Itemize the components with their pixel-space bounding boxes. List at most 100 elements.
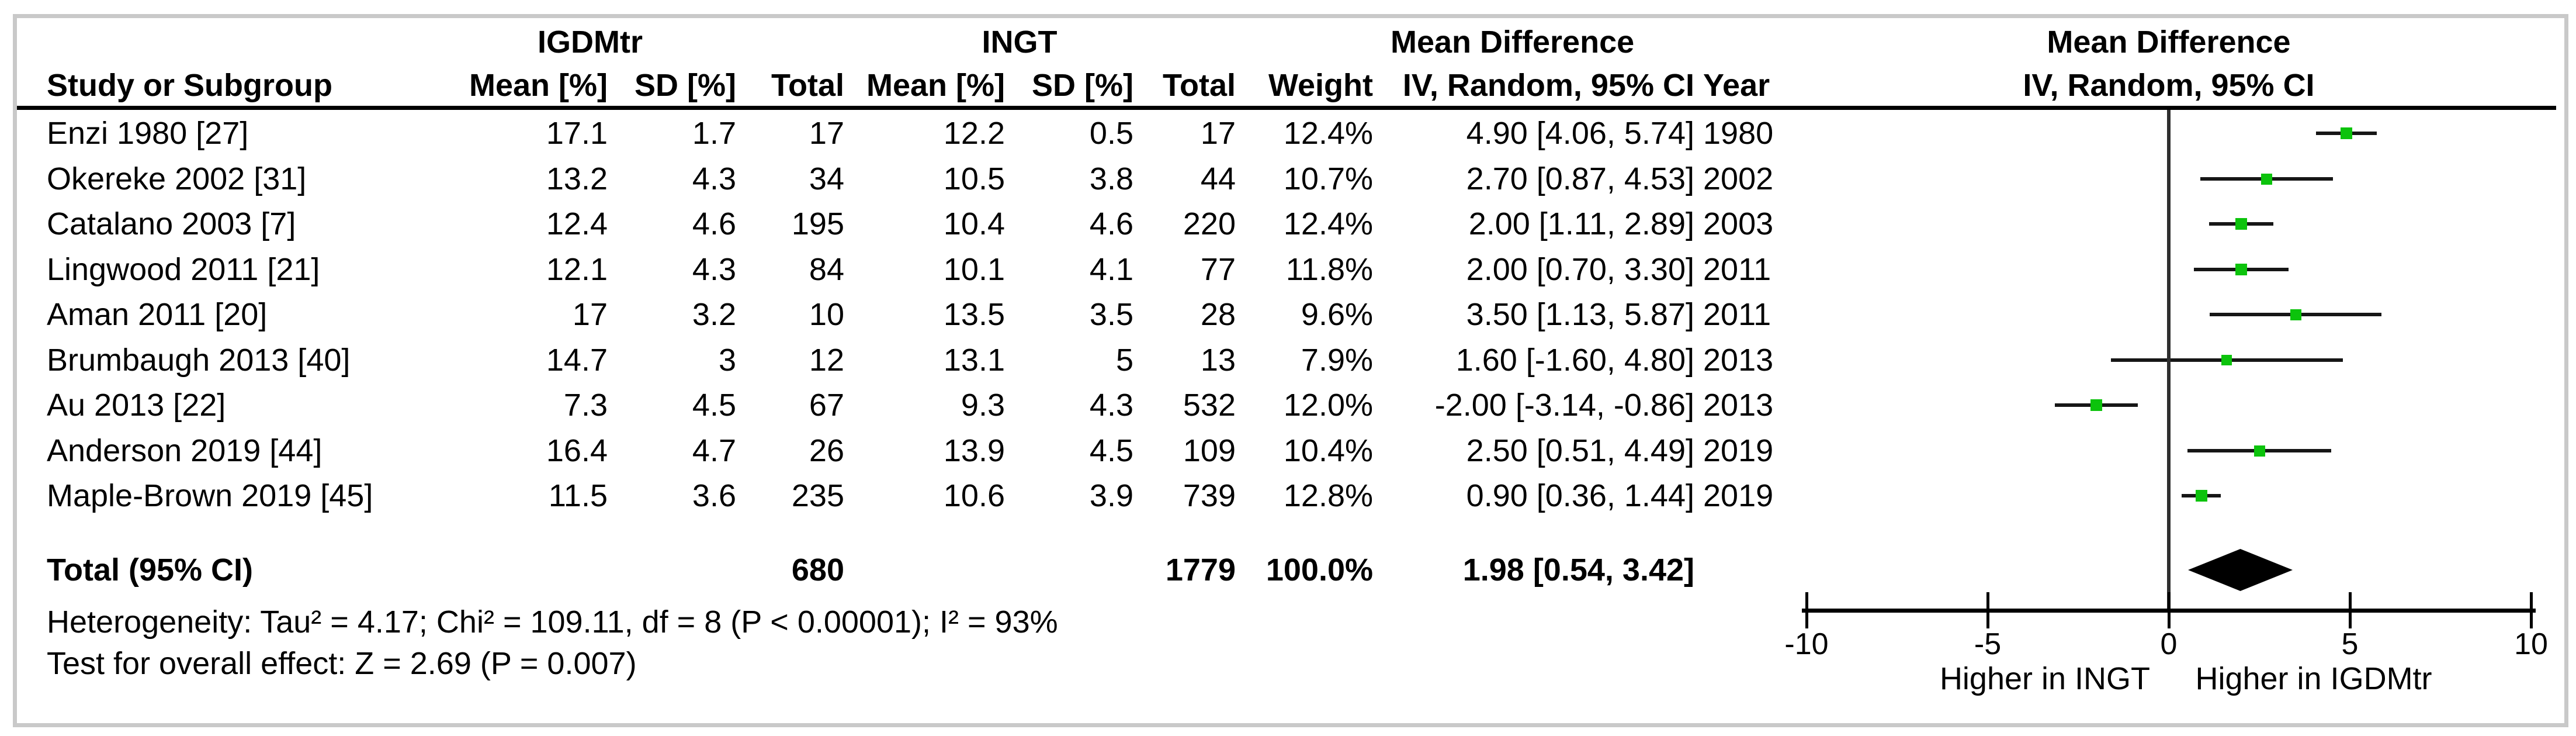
col-header-weight: Weight (1268, 68, 1373, 103)
ci-value: 2.50 [0.51, 4.49] (1466, 433, 1694, 468)
n-control: 28 (1200, 297, 1236, 332)
axis-tick-label: 10 (2514, 627, 2548, 661)
mean-control: 10.1 (943, 252, 1005, 287)
axis-tick-label: 5 (2341, 627, 2359, 661)
col-header-study: Study or Subgroup (47, 68, 332, 103)
n-experimental: 67 (809, 388, 844, 423)
heterogeneity-stats: Heterogeneity: Tau² = 4.17; Chi² = 109.1… (47, 604, 1058, 640)
weight-value: 9.6% (1301, 297, 1373, 332)
sd-experimental: 4.5 (692, 388, 736, 423)
axis-tick (1986, 592, 1989, 628)
effect-header-plot-column: Mean Difference (2047, 25, 2291, 60)
ci-value: 0.90 [0.36, 1.44] (1466, 478, 1694, 513)
mean-experimental: 17.1 (546, 116, 608, 151)
weight-value: 10.4% (1283, 433, 1373, 468)
sd-control: 0.5 (1089, 116, 1133, 151)
total-n-control: 1779 (1165, 552, 1236, 588)
study-name: Aman 2011 [20] (47, 297, 268, 332)
n-control: 77 (1200, 252, 1236, 287)
sd-experimental: 3.2 (692, 297, 736, 332)
year-value: 2019 (1703, 478, 1774, 513)
total-n-experimental: 680 (791, 552, 844, 588)
col-header-sd1: SD [%] (635, 68, 736, 103)
axis-tick (2349, 592, 2352, 628)
col-header-year: Year (1703, 68, 1770, 103)
year-value: 2011 (1703, 252, 1771, 287)
weight-value: 7.9% (1301, 343, 1373, 378)
point-estimate-marker (2235, 218, 2247, 230)
mean-experimental: 14.7 (546, 343, 608, 378)
ci-value: 2.00 [1.11, 2.89] (1468, 206, 1694, 241)
weight-value: 12.4% (1283, 116, 1373, 151)
year-value: 2002 (1703, 161, 1774, 196)
mean-control: 13.5 (943, 297, 1005, 332)
point-estimate-marker (2221, 355, 2232, 365)
sd-control: 3.5 (1089, 297, 1133, 332)
study-name: Okereke 2002 [31] (47, 161, 307, 196)
study-name: Au 2013 [22] (47, 388, 226, 423)
header-separator-line (17, 106, 2556, 110)
axis-direction-label-right: Higher in IGDMtr (2195, 661, 2432, 696)
total-ci-text: 1.98 [0.54, 3.42] (1462, 552, 1694, 588)
mean-experimental: 12.1 (546, 252, 608, 287)
mean-experimental: 7.3 (563, 388, 608, 423)
point-estimate-marker (2341, 127, 2352, 139)
sd-control: 3.9 (1089, 478, 1133, 513)
col-header-ci-text: IV, Random, 95% CI (1402, 68, 1694, 103)
group-header-ingt: INGT (982, 25, 1058, 60)
mean-experimental: 11.5 (548, 478, 608, 513)
mean-control: 13.1 (943, 343, 1005, 378)
year-value: 2003 (1703, 206, 1774, 241)
year-value: 2013 (1703, 388, 1774, 423)
ci-value: 4.90 [4.06, 5.74] (1466, 116, 1694, 151)
effect-header-text-column: Mean Difference (1391, 25, 1635, 60)
col-header-total1: Total (771, 68, 844, 103)
n-experimental: 17 (809, 116, 844, 151)
sd-control: 4.6 (1089, 206, 1133, 241)
sd-experimental: 4.7 (692, 433, 736, 468)
mean-experimental: 17 (572, 297, 608, 332)
col-header-sd2: SD [%] (1032, 68, 1133, 103)
mean-experimental: 12.4 (546, 206, 608, 241)
axis-tick (2168, 592, 2171, 628)
sd-experimental: 4.3 (692, 161, 736, 196)
axis-tick-label: -10 (1784, 627, 1829, 661)
sd-control: 4.5 (1089, 433, 1133, 468)
n-control: 109 (1183, 433, 1236, 468)
weight-value: 10.7% (1283, 161, 1373, 196)
sd-control: 3.8 (1089, 161, 1133, 196)
study-name: Anderson 2019 [44] (47, 433, 323, 468)
point-estimate-marker (2290, 309, 2301, 320)
total-label: Total (95% CI) (47, 552, 254, 588)
n-experimental: 12 (809, 343, 844, 378)
point-estimate-marker (2090, 399, 2102, 411)
n-control: 220 (1183, 206, 1236, 241)
overall-effect-stats: Test for overall effect: Z = 2.69 (P = 0… (47, 646, 637, 681)
n-control: 532 (1183, 388, 1236, 423)
study-name: Lingwood 2011 [21] (47, 252, 320, 287)
n-control: 17 (1200, 116, 1236, 151)
point-estimate-marker (2235, 264, 2247, 275)
n-control: 44 (1200, 161, 1236, 196)
n-experimental: 10 (809, 297, 844, 332)
weight-value: 12.4% (1283, 206, 1373, 241)
axis-tick (2530, 592, 2533, 628)
year-value: 2019 (1703, 433, 1774, 468)
mean-control: 12.2 (943, 116, 1005, 151)
year-value: 2011 (1703, 297, 1771, 332)
mean-experimental: 16.4 (546, 433, 608, 468)
col-header-mean2: Mean [%] (866, 68, 1005, 103)
year-value: 2013 (1703, 343, 1774, 378)
study-name: Brumbaugh 2013 [40] (47, 343, 351, 378)
figure-frame (13, 14, 2568, 727)
axis-tick-label: 0 (2160, 627, 2178, 661)
mean-experimental: 13.2 (546, 161, 608, 196)
mean-control: 10.4 (943, 206, 1005, 241)
point-estimate-marker (2196, 490, 2207, 502)
sd-experimental: 4.3 (692, 252, 736, 287)
n-control: 13 (1200, 343, 1236, 378)
method-header-plot-column: IV, Random, 95% CI (2023, 68, 2315, 103)
axis-tick-label: -5 (1974, 627, 2002, 661)
weight-value: 11.8% (1285, 252, 1373, 287)
